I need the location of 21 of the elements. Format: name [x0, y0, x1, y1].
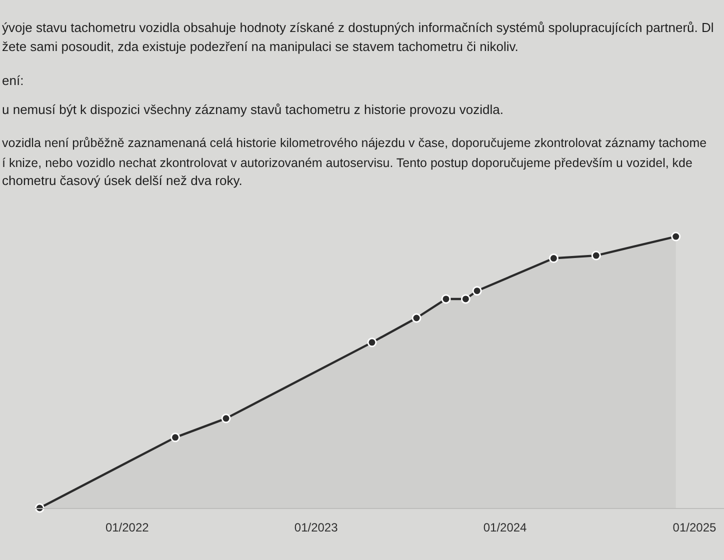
x-tick-label: 01/2024: [483, 520, 528, 534]
point: [591, 250, 601, 260]
text: žete sami posoudit, zda existuje podezření na manipulaci se stavem tachometru či nikoliv.: [2, 39, 518, 55]
x-tick-label: 01/2023: [294, 520, 338, 534]
point: [412, 313, 422, 323]
point: [671, 232, 681, 242]
point: [221, 414, 231, 424]
x-tick-label: 01/2022: [105, 520, 150, 534]
text: ývoje stavu tachometru vozidla obsahuje hodnoty získané z dostupných informačních systémů spolupracujících partnerů. Dl: [2, 20, 714, 36]
text: u nemusí být k dispozici všechny záznamy stavů tachometru z historie provozu vozidla.: [2, 102, 504, 118]
point: [170, 432, 180, 442]
text: ení:: [2, 73, 24, 89]
point: [441, 294, 451, 304]
text: chometru časový úsek delší než dva roky.: [2, 173, 242, 189]
x-tick-label: 01/2025: [672, 520, 716, 534]
point: [367, 338, 377, 348]
text: vozidla není průběžně zaznamenaná celá historie kilometrového nájezdu v čase, doporučujeme zkontrolovat záznamy tachome: [2, 135, 707, 151]
point: [460, 294, 470, 304]
text: í knize, nebo vozidlo nechat zkontrolovat v autorizovaném autoservisu. Tento postup doporučujeme především u vozidel, kde: [2, 155, 692, 171]
point: [472, 286, 482, 296]
point: [548, 254, 558, 264]
